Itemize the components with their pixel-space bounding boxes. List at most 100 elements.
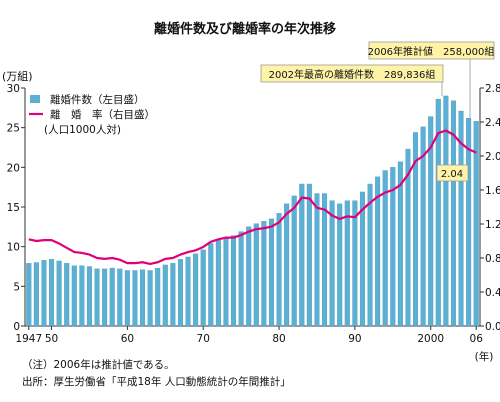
rate-line-series (28, 129, 477, 266)
footnote: （注）2006年は推計値である。 (22, 358, 175, 371)
bar (397, 161, 403, 327)
bar (94, 268, 100, 327)
bar (109, 267, 115, 327)
bar (208, 243, 214, 327)
bar (344, 200, 350, 327)
bar (253, 223, 259, 327)
annotation-2002: 2002年最高の離婚件数 289,836組 (260, 64, 444, 96)
legend-label-line: 離 婚 率（右目盛） (50, 108, 155, 121)
bar (314, 193, 320, 327)
bar (375, 176, 381, 327)
bar (86, 266, 92, 327)
annotation-2002-text: 2002年最高の離婚件数 289,836組 (269, 68, 436, 81)
bar (231, 235, 237, 327)
right-tick-label: 0.8 (485, 253, 500, 265)
left-tick-label: 0 (13, 321, 20, 333)
bar (443, 95, 449, 327)
bar (26, 263, 32, 327)
x-tick-label: 70 (197, 333, 210, 345)
bar (41, 259, 47, 327)
x-unit-label: (年) (475, 350, 494, 363)
bar (170, 263, 176, 327)
chart-title: 離婚件数及び離婚率の年次推移 (154, 21, 336, 37)
right-tick-label: 2.8 (485, 83, 500, 95)
left-tick-label: 25 (7, 123, 20, 135)
bar (268, 218, 274, 327)
bar (276, 213, 282, 327)
bar (162, 264, 168, 327)
bar (215, 240, 221, 327)
right-axis: 0.0 0.4 0.8 1.2 1.6 2.0 2.4 2.8 (480, 83, 500, 333)
x-tick-label: 1947 (15, 333, 42, 345)
annotation-rate-2006: 2.04 (436, 164, 469, 182)
bar (64, 263, 70, 327)
bar (246, 226, 252, 327)
right-tick-label: 1.6 (485, 185, 500, 197)
bar (359, 191, 365, 327)
right-tick-label: 2.0 (485, 151, 500, 163)
legend: 離婚件数（左目盛） 離 婚 率（右目盛） (人口1000人対) (29, 93, 155, 136)
bar (185, 256, 191, 327)
x-tick-label: 80 (272, 333, 285, 345)
bar (299, 183, 305, 327)
bar (466, 118, 472, 327)
bar (329, 200, 335, 327)
bar (177, 259, 183, 327)
left-tick-label: 15 (7, 202, 20, 214)
bar (132, 270, 138, 327)
left-axis: 0 5 10 15 20 25 30 (7, 83, 25, 333)
bar (284, 203, 290, 327)
bar (420, 126, 426, 327)
bar (306, 183, 312, 327)
bar (352, 200, 358, 327)
left-tick-label: 5 (13, 281, 20, 293)
bar (367, 183, 373, 327)
source-note: 出所：厚生労働省「平成18年 人口動態統計の年間推計」 (22, 375, 291, 388)
bar-series (26, 95, 479, 327)
right-tick-label: 0.4 (485, 287, 500, 299)
bar (413, 132, 419, 327)
bar (458, 110, 464, 327)
bar (390, 167, 396, 327)
bar (223, 236, 229, 327)
bar (124, 270, 130, 327)
x-tick-label: 60 (121, 333, 134, 345)
bar (71, 265, 77, 327)
left-tick-label: 30 (7, 83, 20, 95)
bar (193, 253, 199, 327)
right-tick-label: 1.2 (485, 219, 500, 231)
rate-line (28, 129, 477, 266)
bar (79, 265, 85, 327)
legend-label-bars: 離婚件数（左目盛） (50, 93, 145, 106)
bar (450, 100, 456, 327)
bar (382, 170, 388, 327)
bar (117, 268, 123, 327)
bar (200, 249, 206, 327)
bar (33, 262, 39, 327)
bar (405, 148, 411, 327)
right-tick-label: 2.4 (485, 117, 500, 129)
legend-swatch-bars (30, 95, 40, 103)
x-tick-label: 50 (45, 333, 58, 345)
legend-note: (人口1000人対) (44, 123, 121, 136)
bar (102, 268, 108, 327)
bar (49, 259, 55, 327)
bar (322, 193, 328, 327)
left-tick-label: 10 (7, 242, 20, 254)
x-tick-label: 06 (470, 333, 484, 345)
bar (337, 203, 343, 327)
x-axis: 1947 50 60 70 80 90 2000 06 (15, 326, 483, 345)
left-tick-label: 20 (7, 162, 20, 174)
left-unit-label: (万組) (2, 70, 33, 83)
annotation-2006-text: 2006年推計値 258,000組 (368, 45, 495, 58)
x-tick-label: 2000 (417, 333, 444, 345)
x-tick-label: 90 (348, 333, 361, 345)
bar (155, 267, 161, 327)
bar (261, 221, 267, 327)
bar (291, 195, 297, 327)
right-tick-label: 0.0 (485, 321, 500, 333)
annotation-rate-text: 2.04 (441, 169, 463, 180)
bar (56, 260, 62, 327)
bar (147, 270, 153, 327)
